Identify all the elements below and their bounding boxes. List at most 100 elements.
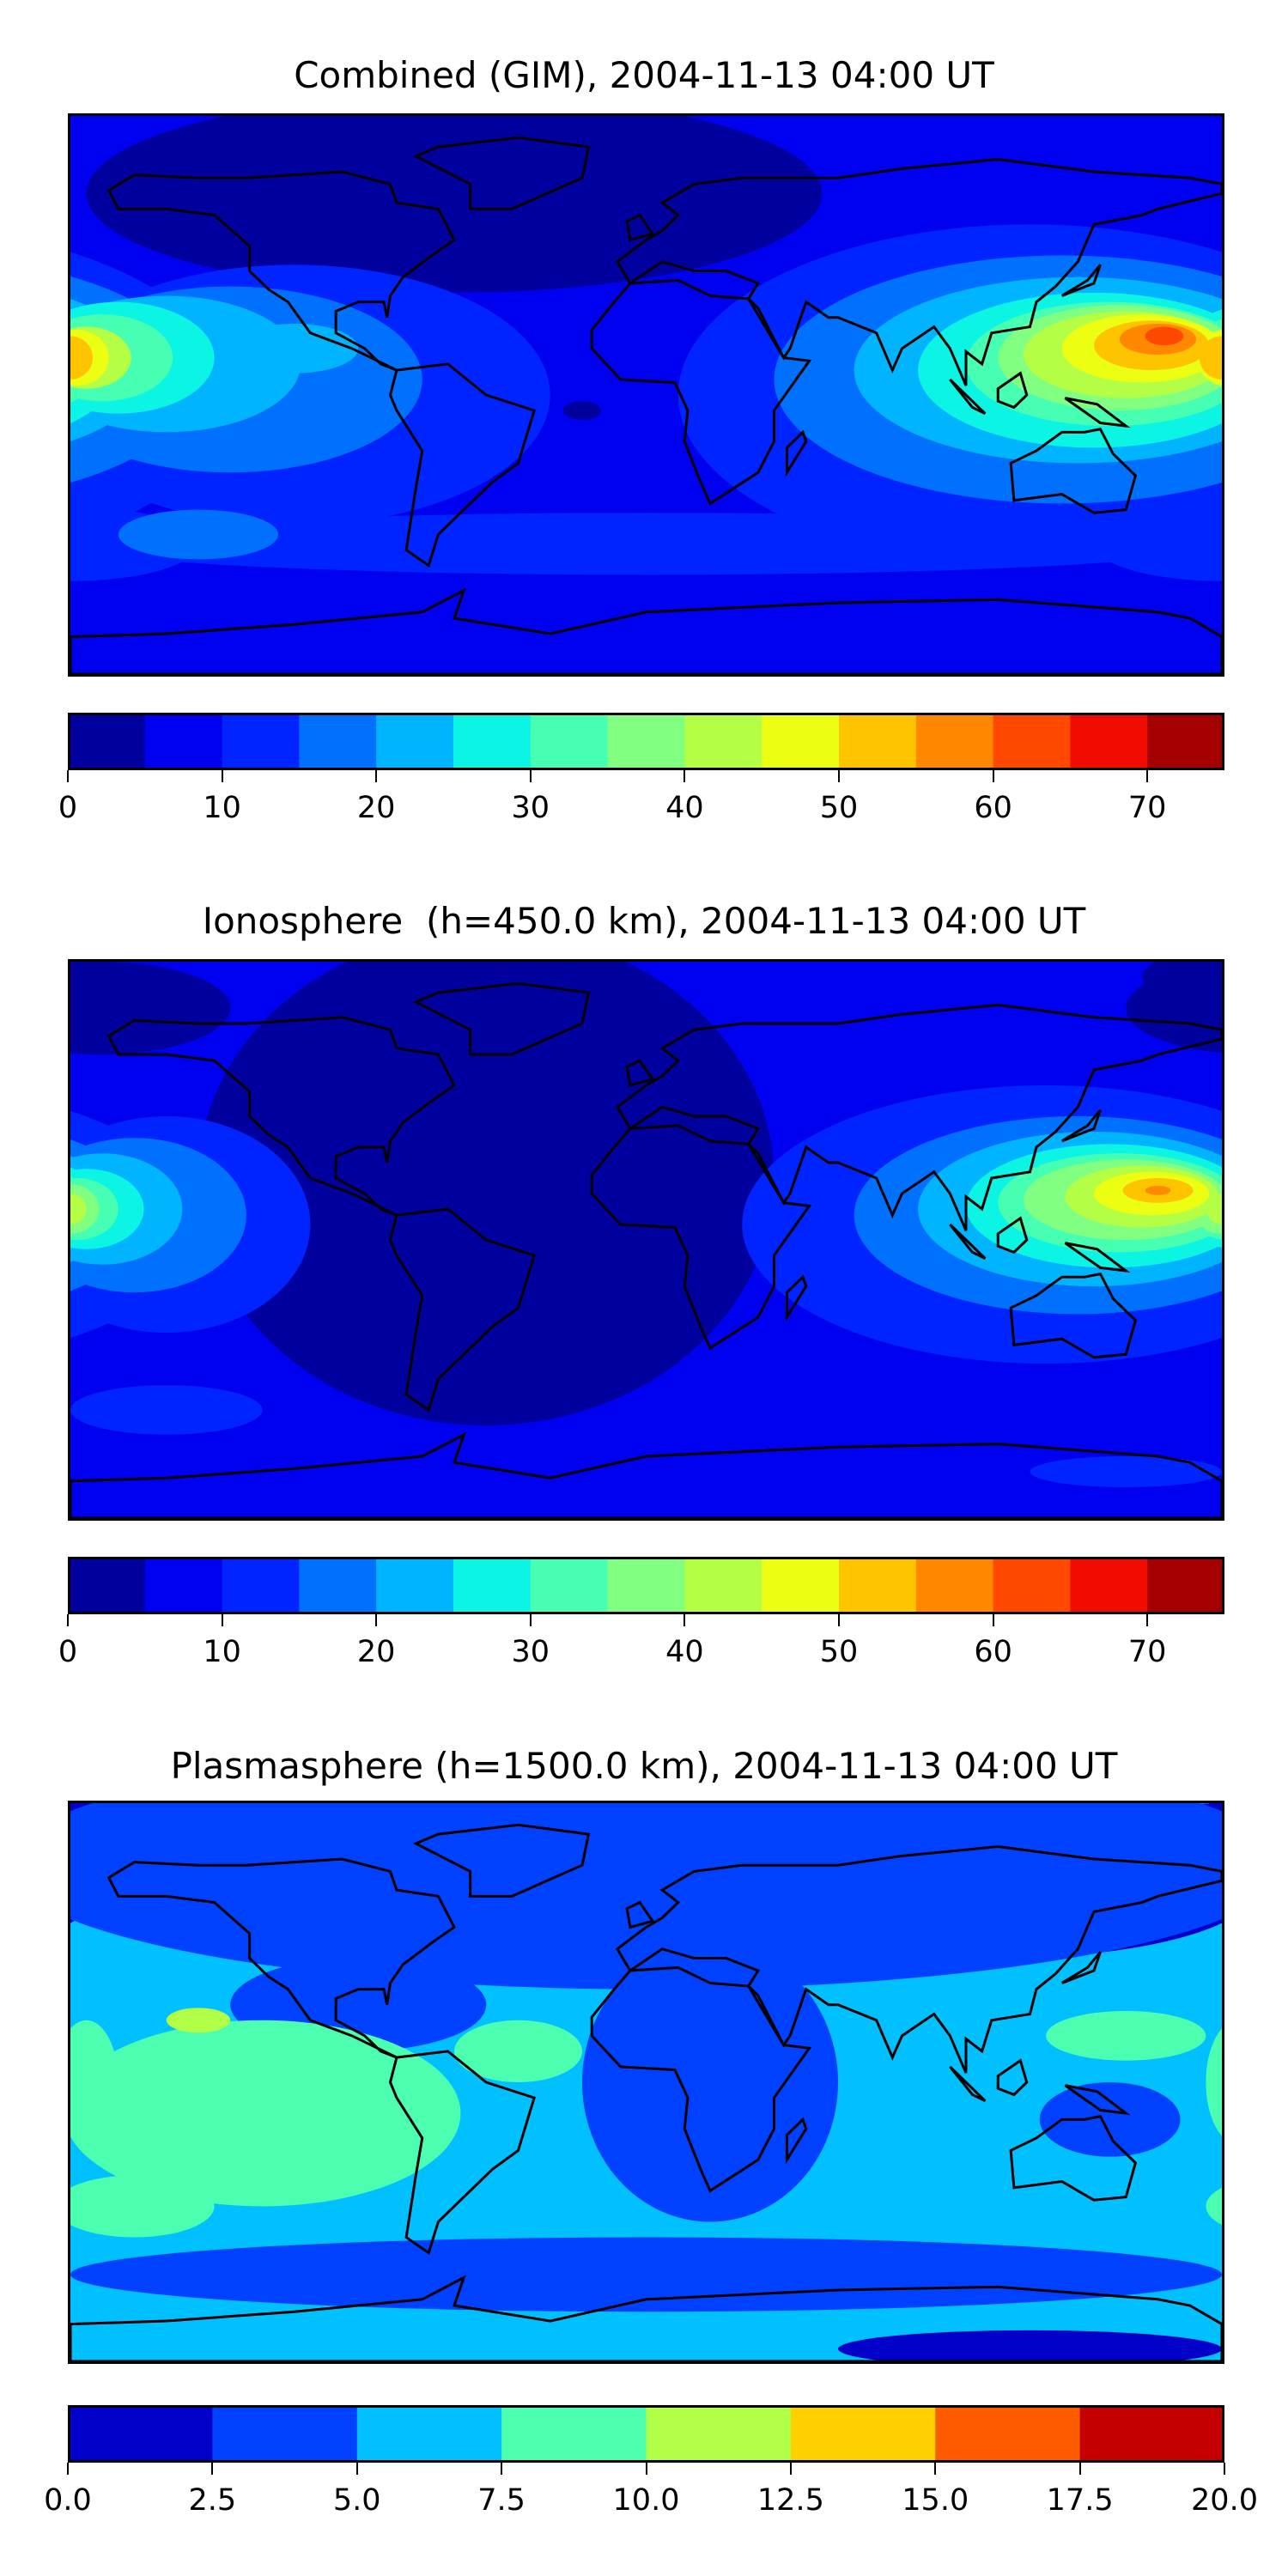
colorbar-tick-label: 40 — [665, 791, 704, 825]
colorbar-tick — [529, 1614, 532, 1626]
colorbar-frame — [68, 2405, 1224, 2463]
colorbar-segment — [646, 2405, 792, 2463]
contour-region — [1145, 1186, 1171, 1195]
contour-region — [582, 1942, 838, 2222]
contour-region — [70, 2020, 118, 2145]
contour-region — [70, 513, 1222, 575]
colorbar-tick — [67, 770, 69, 782]
colorbar-segment — [299, 1557, 377, 1614]
coastline-sumatra — [950, 380, 985, 414]
colorbar-tick — [375, 770, 378, 782]
coastline-japan — [1062, 1110, 1101, 1141]
coastline-north-america — [109, 1018, 454, 1215]
colorbar-segment — [839, 713, 917, 770]
panel-title-ionosphere: Ionosphere (h=450.0 km), 2004-11-13 04:0… — [202, 900, 1086, 942]
contour-region — [70, 962, 118, 1001]
colorbar-tick-label: 20 — [356, 1635, 396, 1669]
colorbar-segment — [915, 713, 994, 770]
colorbar-segment — [299, 713, 377, 770]
map-combined — [68, 113, 1224, 677]
contour-region — [1046, 2010, 1206, 2061]
colorbar-segment — [993, 1557, 1071, 1614]
colorbar-tick-label: 40 — [665, 1635, 704, 1669]
contour-region — [1222, 2238, 1224, 2312]
contour-region — [1206, 2028, 1222, 2136]
contour-region — [70, 2237, 1222, 2312]
colorbar-tick — [501, 2463, 503, 2475]
contour-region — [562, 401, 602, 420]
colorbar-tick — [67, 2463, 69, 2475]
contour-region — [70, 2020, 461, 2207]
colorbar-segment — [993, 713, 1071, 770]
map-plasmasphere — [68, 1801, 1224, 2364]
colorbar-tick-label: 10 — [203, 791, 241, 825]
panel-title-combined: Combined (GIM), 2004-11-13 04:00 UT — [294, 54, 994, 96]
colorbar-tick — [221, 770, 223, 782]
colorbar-plasmasphere — [68, 2405, 1224, 2463]
colorbar-tick-label: 12.5 — [756, 2483, 824, 2518]
colorbar-segment — [1079, 2405, 1224, 2463]
coastline-north-america — [109, 172, 454, 370]
coastline-madagascar — [787, 2119, 805, 2160]
colorbar-segment — [453, 1557, 532, 1614]
contour-region — [68, 2238, 70, 2312]
colorbar-tick-label: 60 — [974, 791, 1012, 825]
coastline-new-guinea — [1065, 1243, 1126, 1271]
colorbar-segment — [376, 713, 454, 770]
colorbar-segment — [935, 2405, 1081, 2463]
contour-region — [1145, 326, 1184, 346]
coastline-eurasia — [617, 160, 1222, 386]
colorbar-tick-label: 20.0 — [1191, 2483, 1258, 2518]
coastline-borneo — [998, 1218, 1027, 1253]
colorbar-tick-label: 2.5 — [188, 2483, 237, 2518]
contour-region — [1199, 336, 1222, 380]
contour-region — [86, 116, 823, 293]
colorbar-tick — [645, 2463, 647, 2475]
colorbar-tick-label: 17.5 — [1046, 2483, 1114, 2518]
colorbar-tick-label: 10.0 — [612, 2483, 680, 2518]
coastline-south-america — [391, 2051, 535, 2253]
colorbar-tick — [375, 1614, 378, 1626]
colorbar-tick-label: 0 — [58, 791, 78, 825]
colorbar-tick-label: 70 — [1127, 1635, 1167, 1669]
colorbar-tick-label: 5.0 — [332, 2483, 381, 2518]
panel-title-plasmasphere: Plasmasphere (h=1500.0 km), 2004-11-13 0… — [170, 1745, 1118, 1787]
colorbar-tick — [789, 2463, 792, 2475]
colorbar-tick — [992, 770, 994, 782]
contour-region — [70, 2175, 215, 2238]
coastline-britain — [627, 216, 653, 240]
coastline-antarctica — [70, 2278, 1222, 2362]
coastline-south-america — [391, 1209, 535, 1410]
colorbar-tick — [1146, 1614, 1149, 1626]
colorbar-segment — [915, 1557, 994, 1614]
colorbar-tick-label: 7.5 — [477, 2483, 526, 2518]
coastline-africa — [592, 1126, 809, 1348]
colorbar-tick — [211, 2463, 214, 2475]
colorbar-tick — [529, 770, 532, 782]
colorbar-segment — [530, 713, 609, 770]
contour-region — [230, 323, 359, 374]
contour-region — [454, 2020, 582, 2082]
coastline-south-america — [391, 364, 535, 566]
colorbar-segment — [501, 2405, 647, 2463]
colorbar-segment — [684, 1557, 762, 1614]
colorbar-segment — [1147, 1557, 1224, 1614]
coastline-antarctica — [70, 591, 1222, 675]
colorbar-segment — [222, 1557, 300, 1614]
colorbar-tick — [1078, 2463, 1081, 2475]
colorbar-frame — [68, 713, 1224, 770]
coastline-new-guinea — [1065, 398, 1126, 427]
colorbar-tick — [1224, 2463, 1225, 2475]
colorbar-tick-label: 30 — [511, 1635, 550, 1669]
colorbar-tick — [1146, 770, 1149, 782]
coastline-north-america — [109, 1859, 454, 2057]
contour-region — [70, 1803, 1222, 1990]
colorbar-tick-label: 10 — [203, 1635, 241, 1669]
colorbar-segment — [453, 713, 532, 770]
colorbar-tick-label: 70 — [1127, 791, 1167, 825]
colorbar-tick-label: 50 — [819, 791, 859, 825]
colorbar-segment — [144, 1557, 223, 1614]
colorbar-tick — [934, 2463, 937, 2475]
coastline-borneo — [998, 2061, 1027, 2095]
